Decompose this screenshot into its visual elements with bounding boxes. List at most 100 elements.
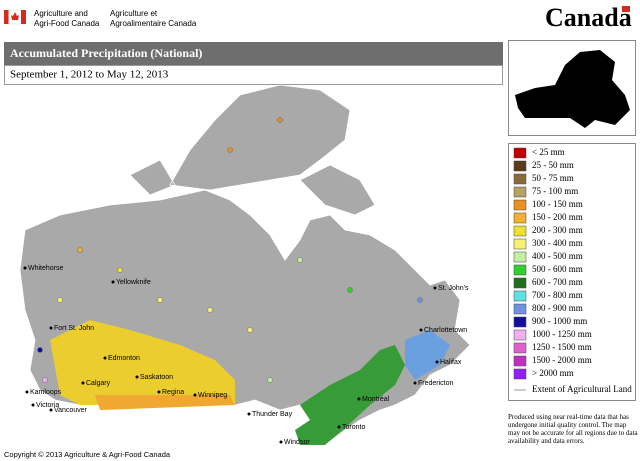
city-dot <box>435 360 439 364</box>
city-dot <box>31 403 35 407</box>
legend-label: 500 - 600 mm <box>532 264 583 274</box>
stations <box>37 117 423 383</box>
wordmark-flag <box>622 6 630 12</box>
station <box>417 297 423 303</box>
agency-en: Agri-Food Canada <box>34 19 100 28</box>
legend-label: 1250 - 1500 mm <box>532 342 592 352</box>
legend-swatch <box>513 277 527 289</box>
arctic-islands <box>129 84 376 216</box>
legend-label: 1000 - 1250 mm <box>532 329 592 339</box>
legend-swatch <box>513 212 527 224</box>
legend-swatch <box>513 264 527 276</box>
city-label: St. John's <box>438 285 469 292</box>
city-label: Kamloops <box>30 389 62 396</box>
city-label: Halifax <box>440 359 462 366</box>
legend-swatch <box>513 225 527 237</box>
city-label: Victoria <box>36 402 59 409</box>
legend-swatch <box>513 199 527 211</box>
legend-swatch <box>513 186 527 198</box>
legend-swatch <box>513 342 527 354</box>
subtitle: September 1, 2012 to May 12, 2013 <box>10 69 169 81</box>
station <box>117 267 123 273</box>
legend-label: 400 - 500 mm <box>532 251 583 261</box>
title-bar <box>4 42 503 65</box>
flag-bar <box>21 10 26 24</box>
city-dot <box>49 408 53 412</box>
title: Accumulated Precipitation (National) <box>10 46 202 60</box>
city-label: Edmonton <box>108 355 140 362</box>
city-dot <box>23 266 27 270</box>
legend-swatch <box>513 329 527 341</box>
station <box>57 297 63 303</box>
legend: < 25 mm 25 - 50 mm 50 - 75 mm 75 - 100 mm 10… <box>513 147 592 380</box>
legend-label: 1500 - 2000 mm <box>532 355 592 365</box>
legend-extent: Extent of Agricultural Land <box>532 384 632 394</box>
city-dot <box>25 390 29 394</box>
station <box>227 147 233 153</box>
city-label: Saskatoon <box>140 374 173 381</box>
disclaimer-box: Produced using near real-time data that … <box>508 413 638 445</box>
prairie-zone <box>50 320 235 405</box>
legend-label: 100 - 150 mm <box>532 199 583 209</box>
inset-map <box>515 50 630 128</box>
maritime-zone <box>405 330 450 380</box>
city-dot <box>419 328 423 332</box>
city-dot <box>81 381 85 385</box>
map: Whitehorse Yellowknife Fort St. John Edmont… <box>19 84 471 446</box>
land <box>19 189 471 446</box>
city-label: Calgary <box>86 380 111 387</box>
legend-label: 700 - 800 mm <box>532 290 583 300</box>
city-labels: Whitehorse Yellowknife Fort St. John Edmont… <box>23 265 469 446</box>
copyright: Copyright © 2013 Agriculture & Agri-Food… <box>4 450 171 459</box>
station <box>277 117 283 123</box>
legend-swatch <box>513 238 527 250</box>
station <box>37 347 43 353</box>
city-dot <box>157 390 161 394</box>
station <box>247 327 253 333</box>
legend-swatch <box>513 303 527 315</box>
legend-box <box>508 143 636 401</box>
station <box>267 377 273 383</box>
city-dot <box>247 412 251 416</box>
station <box>347 287 353 293</box>
station <box>77 247 83 253</box>
city-dot <box>433 286 437 290</box>
city-label: Windsor <box>284 439 310 446</box>
legend-swatch <box>513 290 527 302</box>
legend-swatch <box>513 368 527 380</box>
legend-label: 150 - 200 mm <box>532 212 583 222</box>
city-dot <box>193 393 197 397</box>
legend-label: 75 - 100 mm <box>532 186 578 196</box>
disclaimer: Produced using near real-time data that … <box>508 413 638 445</box>
legend-swatch <box>513 173 527 185</box>
city-dot <box>103 356 107 360</box>
wordmark: Canada <box>545 3 632 32</box>
legend-label: 50 - 75 mm <box>532 173 574 183</box>
legend-label: < 25 mm <box>532 147 565 157</box>
city-label: Vancouver <box>54 407 88 414</box>
subtitle-box <box>4 65 503 85</box>
city-label: Thunder Bay <box>252 411 293 418</box>
city-dot <box>279 440 283 444</box>
legend-swatch <box>513 147 527 159</box>
city-label: Yellowknife <box>116 279 151 286</box>
city-label: Winnipeg <box>198 392 227 399</box>
legend-label: 900 - 1000 mm <box>532 316 587 326</box>
city-dot <box>337 425 341 429</box>
station <box>157 297 163 303</box>
legend-label: 800 - 900 mm <box>532 303 583 313</box>
legend-label: 600 - 700 mm <box>532 277 583 287</box>
flag-leaf <box>11 12 19 20</box>
city-label: Fredericton <box>418 380 454 387</box>
station <box>207 307 213 313</box>
city-label: Charlottetown <box>424 327 467 334</box>
legend-label: 300 - 400 mm <box>532 238 583 248</box>
city-label: Fort St. John <box>54 325 94 332</box>
legend-label: 200 - 300 mm <box>532 225 583 235</box>
agency-en: Agriculture and <box>34 9 88 18</box>
agency-fr: Agroalimentaire Canada <box>110 19 197 28</box>
city-dot <box>111 280 115 284</box>
legend-label: > 2000 mm <box>532 368 574 378</box>
agency-fr: Agriculture et <box>110 9 158 18</box>
